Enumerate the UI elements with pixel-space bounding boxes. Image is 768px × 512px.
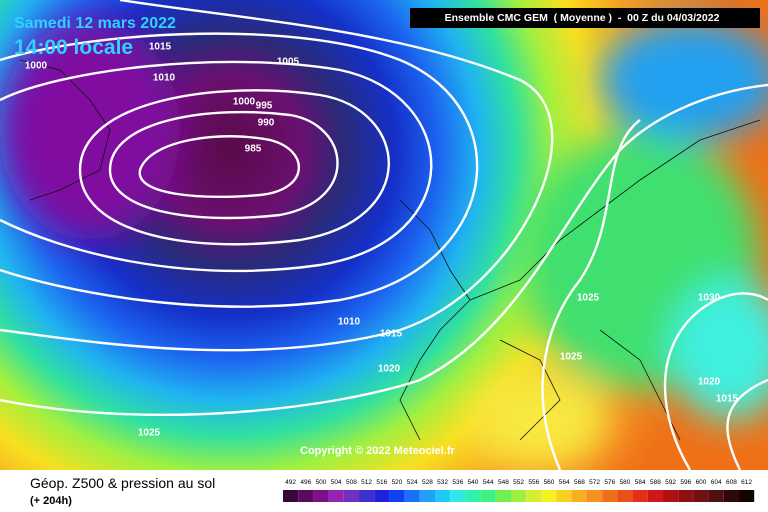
scale-swatch bbox=[495, 490, 511, 502]
scale-label: 552 bbox=[513, 479, 524, 486]
scale-swatch bbox=[556, 490, 572, 502]
scale-swatch bbox=[343, 490, 359, 502]
scale-swatch bbox=[647, 490, 663, 502]
scale-swatch bbox=[678, 490, 694, 502]
isobar-label: 985 bbox=[245, 144, 262, 155]
scale-label: 580 bbox=[620, 479, 631, 486]
map bbox=[0, 0, 768, 471]
isobar-label: 1020 bbox=[698, 377, 721, 388]
footer-title: Géop. Z500 & pression au sol bbox=[30, 475, 215, 491]
scale-label: 572 bbox=[589, 479, 600, 486]
isobar-label: 1000 bbox=[25, 61, 48, 72]
isobar-label: 1005 bbox=[277, 57, 300, 68]
scale-label: 576 bbox=[604, 479, 615, 486]
scale-swatch bbox=[328, 490, 344, 502]
scale-swatch bbox=[465, 490, 481, 502]
isobar-label: 1030 bbox=[698, 293, 721, 304]
isobar-label: 1015 bbox=[149, 42, 172, 53]
scale-label: 588 bbox=[650, 479, 661, 486]
isobar-label: 1025 bbox=[138, 428, 161, 439]
scale-swatch bbox=[541, 490, 557, 502]
scale-label: 532 bbox=[437, 479, 448, 486]
isobar-label: 1015 bbox=[716, 394, 739, 405]
isobar-label: 995 bbox=[256, 101, 273, 112]
scale-swatch bbox=[404, 490, 420, 502]
scale-swatch bbox=[693, 490, 709, 502]
scale-swatch bbox=[450, 490, 466, 502]
scale-label: 548 bbox=[498, 479, 509, 486]
scale-swatch bbox=[723, 490, 739, 502]
scale-label: 524 bbox=[407, 479, 418, 486]
scale-swatch bbox=[313, 490, 329, 502]
scale-label: 560 bbox=[544, 479, 555, 486]
scale-label: 496 bbox=[300, 479, 311, 486]
scale-swatch bbox=[359, 490, 375, 502]
scale-label: 556 bbox=[528, 479, 539, 486]
scale-swatch bbox=[663, 490, 679, 502]
scale-swatch bbox=[571, 490, 587, 502]
scale-label: 600 bbox=[696, 479, 707, 486]
scale-swatch bbox=[419, 490, 435, 502]
scale-label: 568 bbox=[574, 479, 585, 486]
color-scale: 492 496 500 504 508 512 516 520 524 528 532 536 540 5… bbox=[283, 479, 755, 502]
scale-label: 596 bbox=[680, 479, 691, 486]
footer-lead: (+ 204h) bbox=[30, 495, 72, 507]
scale-label: 504 bbox=[331, 479, 342, 486]
scale-swatch bbox=[298, 490, 314, 502]
scale-label: 608 bbox=[726, 479, 737, 486]
scale-label: 500 bbox=[316, 479, 327, 486]
time: 14:00 locale bbox=[14, 36, 133, 59]
scale-label: 612 bbox=[741, 479, 752, 486]
scale-swatch bbox=[389, 490, 405, 502]
scale-swatch bbox=[480, 490, 496, 502]
isobar-label: 1025 bbox=[560, 352, 583, 363]
isobar-label: 1015 bbox=[380, 329, 403, 340]
scale-swatch bbox=[587, 490, 603, 502]
isobar-label: 990 bbox=[258, 118, 275, 129]
scale-swatch bbox=[739, 490, 755, 502]
scale-swatch bbox=[602, 490, 618, 502]
scale-label: 604 bbox=[711, 479, 722, 486]
run-box bbox=[410, 8, 760, 28]
scale-label: 528 bbox=[422, 479, 433, 486]
scale-label: 512 bbox=[361, 479, 372, 486]
isobar-label: 1010 bbox=[153, 73, 176, 84]
scale-swatch bbox=[632, 490, 648, 502]
scale-label: 540 bbox=[468, 479, 479, 486]
scale-swatch bbox=[511, 490, 527, 502]
isobar-label: 1025 bbox=[577, 293, 600, 304]
copyright: Copyright © 2022 Meteociel.fr bbox=[300, 445, 456, 457]
scale-swatch bbox=[526, 490, 542, 502]
scale-label: 492 bbox=[285, 479, 296, 486]
scale-swatch bbox=[374, 490, 390, 502]
scale-swatch bbox=[708, 490, 724, 502]
scale-swatch bbox=[435, 490, 451, 502]
scale-swatch bbox=[617, 490, 633, 502]
scale-label: 592 bbox=[665, 479, 676, 486]
scale-label: 564 bbox=[559, 479, 570, 486]
date: Samedi 12 mars 2022 bbox=[14, 15, 176, 32]
scale-swatch bbox=[283, 490, 299, 502]
scale-label: 508 bbox=[346, 479, 357, 486]
scale-label: 520 bbox=[392, 479, 403, 486]
scale-label: 584 bbox=[635, 479, 646, 486]
isobar-label: 1010 bbox=[338, 317, 361, 328]
run-info: Ensemble CMC GEM ( Moyenne ) - 00 Z du 0… bbox=[445, 12, 720, 24]
scale-label: 544 bbox=[483, 479, 494, 486]
isobar-label: 1000 bbox=[233, 97, 256, 108]
scale-label: 516 bbox=[376, 479, 387, 486]
isobar-label: 1020 bbox=[378, 364, 401, 375]
scale-label: 536 bbox=[452, 479, 463, 486]
